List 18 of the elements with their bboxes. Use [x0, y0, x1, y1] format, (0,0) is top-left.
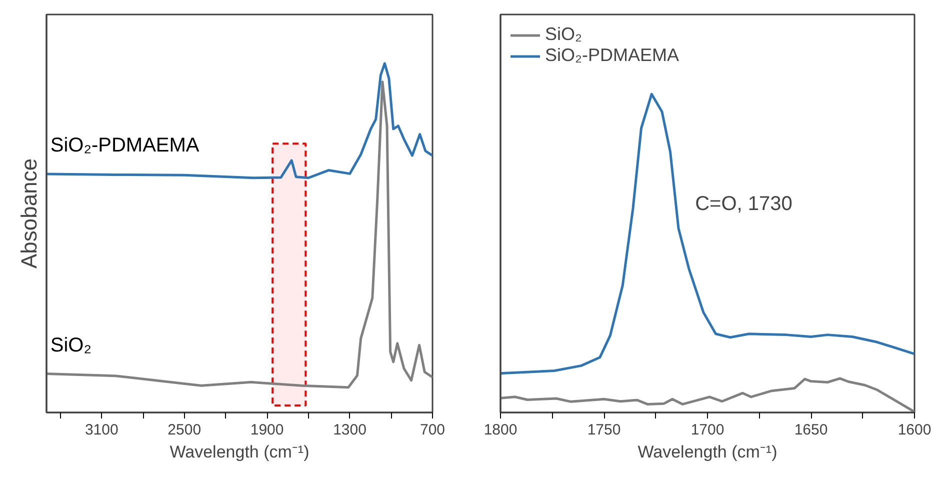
x-tick-label: 1900 [250, 422, 284, 438]
x-tick-label: 1300 [333, 422, 366, 438]
x-tick-label: 2500 [168, 422, 202, 438]
annotation: C=O, 1730 [695, 193, 792, 216]
x-axis-title: Wavelength (cm⁻¹) [638, 442, 778, 462]
legend-label: SiO₂-PDMAEMA [545, 45, 679, 66]
x-tick-label: 1700 [690, 422, 724, 438]
x-tick-label: 3100 [84, 422, 118, 438]
legend-label: SiO₂ [545, 24, 582, 45]
x-tick-label: 1600 [898, 422, 932, 438]
x-tick-label: 1650 [794, 422, 828, 438]
x-axis-title: Wavelength (cm⁻¹) [170, 442, 310, 462]
series-label: SiO₂-PDMAEMA [50, 134, 200, 157]
y-axis-title: Absobance [16, 158, 42, 269]
x-tick-label: 1800 [484, 422, 518, 438]
x-tick-label: 700 [420, 422, 446, 438]
series-label: SiO₂ [50, 334, 92, 356]
x-tick-label: 1750 [587, 422, 621, 438]
